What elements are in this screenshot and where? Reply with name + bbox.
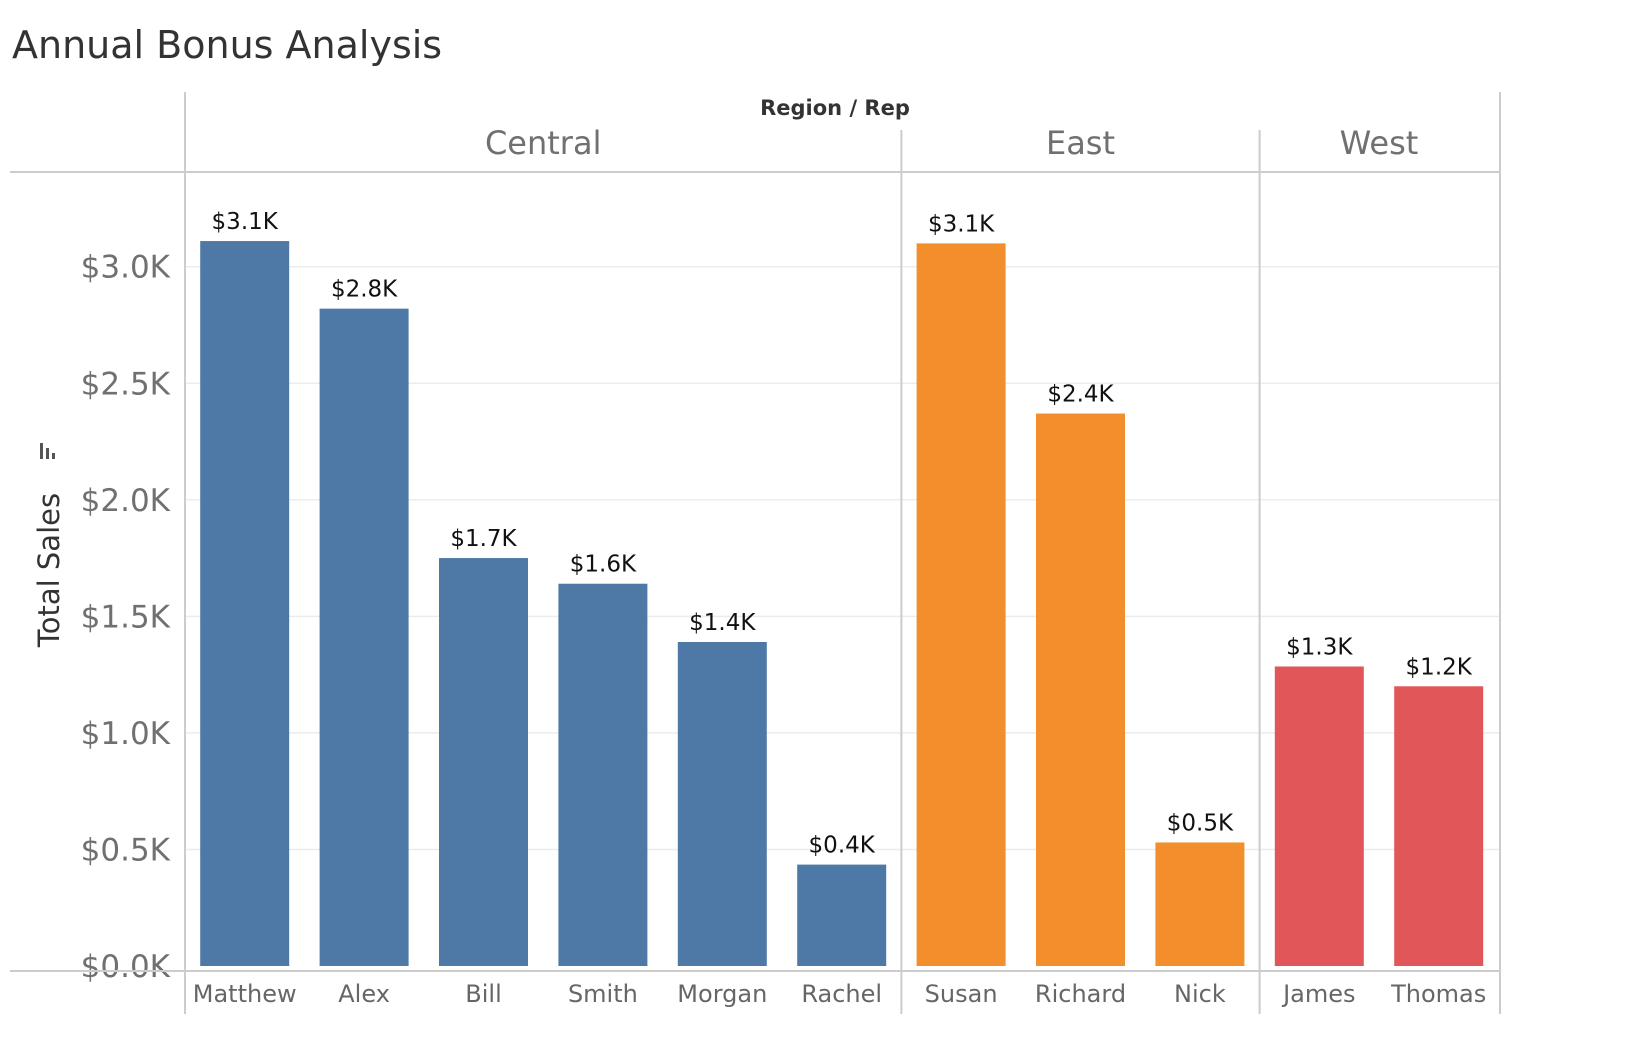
category-label-smith: Smith <box>568 980 638 1008</box>
category-label-richard: Richard <box>1035 980 1126 1008</box>
category-label-matthew: Matthew <box>193 980 297 1008</box>
category-label-susan: Susan <box>925 980 998 1008</box>
data-label-bill: $1.7K <box>450 526 517 552</box>
region-header-east: East <box>1046 124 1115 162</box>
y-tick-label: $3.0K <box>81 250 171 286</box>
data-label-susan: $3.1K <box>928 211 995 237</box>
y-tick-label: $2.0K <box>81 483 171 519</box>
y-tick-label: $0.0K <box>81 949 171 985</box>
bar-thomas[interactable] <box>1394 686 1484 966</box>
category-label-alex: Alex <box>338 980 390 1008</box>
plot-area: $0.0K $0.5K $1.0K $1.5K $2.0K $2.5K $3.0K Centr… <box>10 92 1501 1014</box>
bar-rachel[interactable] <box>797 864 887 966</box>
region-header-west: West <box>1340 124 1419 162</box>
sort-descending-icon[interactable] <box>40 443 55 459</box>
data-label-morgan: $1.4K <box>689 610 756 636</box>
data-label-richard: $2.4K <box>1047 382 1114 408</box>
y-tick-label: $2.5K <box>81 366 171 402</box>
y-tick-label: $1.5K <box>81 599 171 635</box>
data-label-smith: $1.6K <box>570 552 637 578</box>
bar-morgan[interactable] <box>677 641 767 966</box>
region-header-central: Central <box>485 124 602 162</box>
bar-richard[interactable] <box>1036 413 1125 967</box>
category-label-rachel: Rachel <box>801 980 882 1008</box>
data-label-nick: $0.5K <box>1167 810 1234 836</box>
bar-nick[interactable] <box>1155 842 1245 966</box>
category-label-morgan: Morgan <box>677 980 767 1008</box>
data-label-james: $1.3K <box>1286 634 1353 660</box>
bar-matthew[interactable] <box>200 241 290 966</box>
header-label: Region / Rep <box>760 96 910 120</box>
chart-title: Annual Bonus Analysis <box>12 23 442 67</box>
category-label-bill: Bill <box>465 980 501 1008</box>
data-label-alex: $2.8K <box>331 277 398 303</box>
category-label-james: James <box>1281 980 1355 1008</box>
category-label-nick: Nick <box>1174 980 1226 1008</box>
bar-alex[interactable] <box>319 308 409 967</box>
bar-susan[interactable] <box>916 243 1006 966</box>
data-label-matthew: $3.1K <box>212 209 279 235</box>
data-label-thomas: $1.2K <box>1406 654 1473 680</box>
bar-bill[interactable] <box>439 558 528 966</box>
data-label-rachel: $0.4K <box>809 833 876 859</box>
y-tick-label: $0.5K <box>81 832 171 868</box>
category-label-thomas: Thomas <box>1390 980 1486 1008</box>
y-tick-label: $1.0K <box>81 716 171 752</box>
bar-smith[interactable] <box>558 583 648 966</box>
y-axis-title: Total Sales <box>32 493 66 648</box>
bar-james[interactable] <box>1274 666 1364 966</box>
